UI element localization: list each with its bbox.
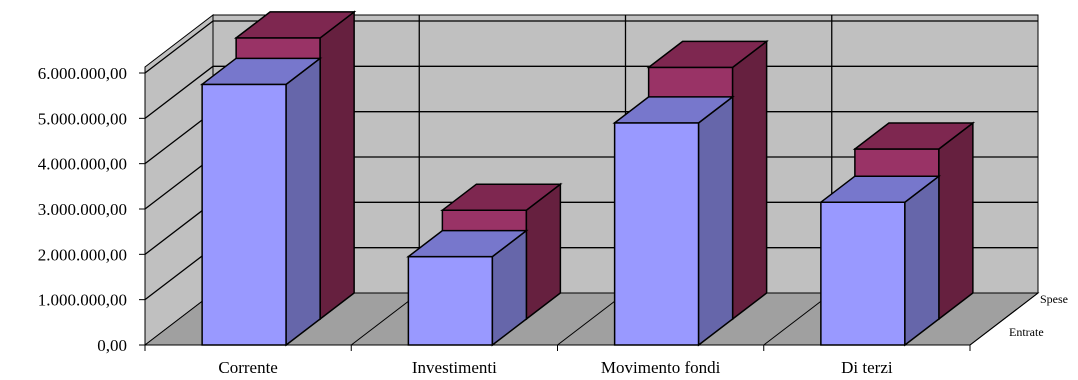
bar-top-face <box>406 229 529 258</box>
bar-entrate <box>818 174 942 347</box>
y-tick-label: 5.000.000,00 <box>38 109 127 128</box>
bar-side-face <box>938 121 974 321</box>
y-tick-label: 6.000.000,00 <box>38 64 127 83</box>
series-depth-label: Spese <box>1040 292 1068 306</box>
bar-top-face <box>440 183 563 211</box>
x-tick-label: Investimenti <box>412 358 497 377</box>
bar-entrate <box>406 229 529 347</box>
bar-side-face <box>731 39 768 321</box>
bar-side-face <box>285 56 321 347</box>
bar-front-face <box>820 201 906 346</box>
depth-axis-line <box>969 292 1039 346</box>
y-tick-label: 2.000.000,00 <box>38 245 127 264</box>
x-axis-ticks: Corrente Investimenti Movimento fondi Di te… <box>144 345 971 377</box>
y-tick-label: 1.000.000,00 <box>38 291 127 310</box>
bar-side-face <box>904 174 940 347</box>
x-tick-label: Di terzi <box>841 358 893 377</box>
bar-top-face <box>199 57 323 86</box>
bars <box>199 10 976 347</box>
bar-front-face <box>201 83 287 346</box>
bar-side-face <box>319 10 355 321</box>
gridline <box>144 20 1038 74</box>
series-depth-label: Entrate <box>1009 325 1044 339</box>
bar-front-face <box>407 255 494 346</box>
x-tick-label: Corrente <box>218 358 277 377</box>
bar-top-face <box>818 175 942 203</box>
y-axis-ticks: 0,00 1.000.000,00 2.000.000,00 3.000.000,00… <box>38 64 145 355</box>
bar-entrate <box>612 95 735 347</box>
y-tick-label: 0,00 <box>97 336 127 355</box>
x-tick-label: Movimento fondi <box>601 358 721 377</box>
bar-top-face <box>646 40 769 69</box>
y-tick-label: 3.000.000,00 <box>38 200 127 219</box>
bar-top-face <box>233 11 357 39</box>
bar-front-face <box>613 122 700 346</box>
bar-top-face <box>612 96 735 124</box>
y-tick-label: 4.000.000,00 <box>38 155 127 174</box>
series-depth-labels: Spese Entrate <box>1009 292 1068 339</box>
bar-top-face <box>852 122 976 150</box>
bar-side-face <box>697 95 734 347</box>
bar-entrate <box>199 56 323 347</box>
